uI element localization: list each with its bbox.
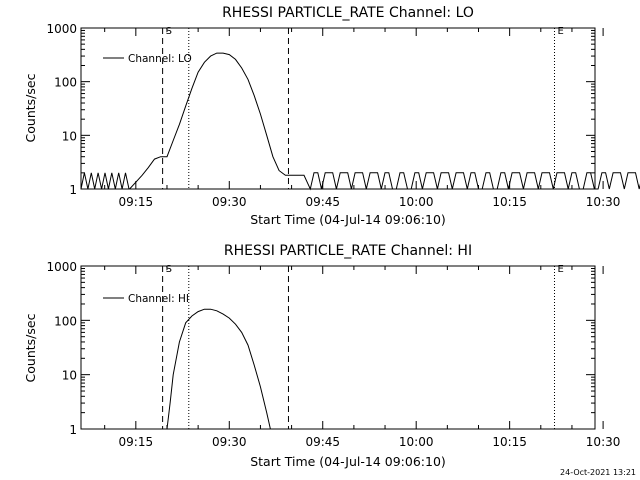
generation-timestamp: 24-Oct-2021 13:21	[560, 468, 636, 477]
hi-x-tick-label: 10:00	[399, 435, 434, 449]
lo-x-tick-label: 09:45	[305, 195, 340, 209]
hi-series-line	[166, 308, 271, 430]
lo-y-tick-label: 1000	[46, 22, 77, 36]
lo-x-tick-label: 09:30	[212, 195, 247, 209]
lo-x-tick-label: 09:15	[119, 195, 154, 209]
hi-x-tick-label: 09:45	[305, 435, 340, 449]
hi-x-tick-label: 10:15	[492, 435, 527, 449]
lo-channel-panel: RHESSI PARTICLE_RATE Channel: LO Counts/…	[23, 5, 640, 227]
hi-x-tick-label: 09:30	[212, 435, 247, 449]
hi-axes-ticks: 09:1509:3009:4510:0010:1510:3010:4511010…	[46, 260, 621, 449]
hi-y-tick-label: 1	[69, 423, 77, 437]
lo-x-tick-label: 10:00	[399, 195, 434, 209]
hi-plot-frame	[80, 265, 596, 430]
hi-channel-panel: RHESSI PARTICLE_RATE Channel: HI Counts/…	[23, 243, 621, 469]
hi-legend-label: Channel: HI	[128, 293, 189, 305]
hi-marker-label: E	[558, 264, 564, 275]
lo-marker-label: S	[166, 26, 172, 37]
lo-chart-title: RHESSI PARTICLE_RATE Channel: LO	[222, 5, 474, 21]
lo-x-axis-label: Start Time (04-Jul-14 09:06:10)	[250, 212, 446, 227]
lo-series-line	[80, 52, 640, 191]
lo-axes-ticks: 09:1509:3009:4510:0010:1510:3010:4511010…	[46, 22, 621, 209]
lo-x-tick-label: 10:15	[492, 195, 527, 209]
lo-y-tick-label: 100	[54, 76, 77, 90]
lo-y-axis-label: Counts/sec	[23, 73, 38, 142]
lo-legend-label: Channel: LO	[128, 53, 192, 65]
lo-marker-label: E	[558, 26, 564, 37]
hi-y-tick-label: 1000	[46, 260, 77, 274]
hi-x-tick-label: 09:15	[119, 435, 154, 449]
lo-y-tick-label: 10	[62, 129, 77, 143]
hi-x-tick-label: 10:30	[586, 435, 621, 449]
hi-y-axis-label: Counts/sec	[23, 313, 38, 382]
lo-x-tick-label: 10:30	[586, 195, 621, 209]
lo-y-tick-label: 1	[69, 183, 77, 197]
hi-y-tick-label: 100	[54, 314, 77, 328]
hi-x-axis-label: Start Time (04-Jul-14 09:06:10)	[250, 454, 446, 469]
hi-marker-label: S	[166, 264, 172, 275]
lo-plot-frame	[80, 27, 596, 190]
hi-chart-title: RHESSI PARTICLE_RATE Channel: HI	[224, 243, 472, 259]
hi-y-tick-label: 10	[62, 369, 77, 383]
